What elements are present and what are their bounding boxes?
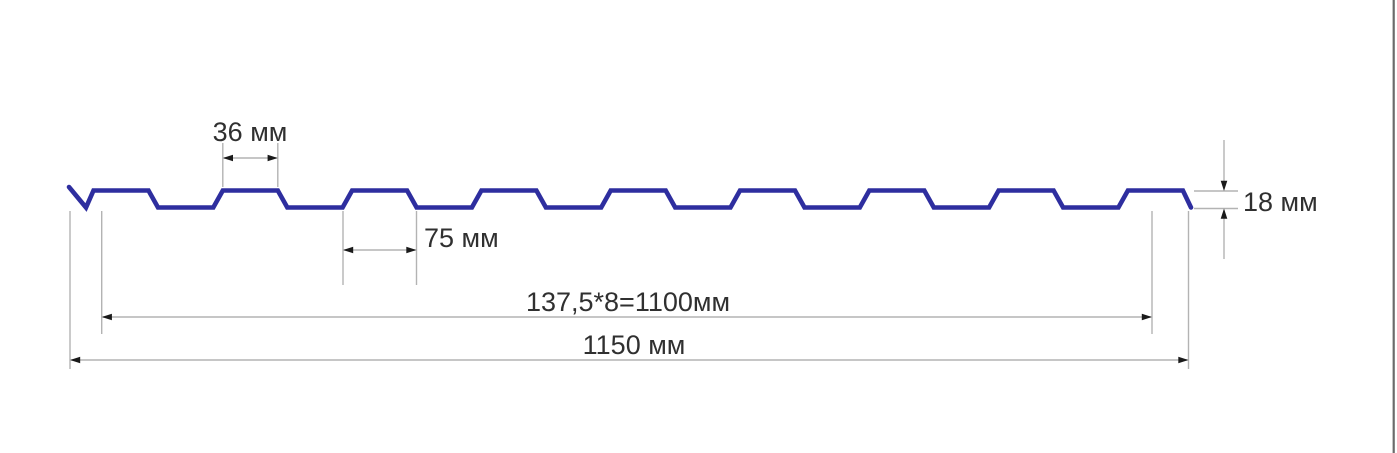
arrow-right-icon [1141,313,1152,321]
dim-label-working-width: 137,5*8=1100мм [526,287,730,317]
arrow-up-icon [1220,208,1228,219]
dim-label-rib-base-width: 75 мм [424,223,499,253]
arrow-left-icon [101,313,112,321]
dim-working-width: 137,5*8=1100мм [100,211,1153,334]
arrow-right-icon [1178,356,1189,364]
dim-profile-height: 18 мм [1194,140,1318,259]
dim-rib-base-width: 75 мм [342,211,499,285]
dim-overall-width: 1150 мм [69,211,1190,369]
sheet-profile-line [66,184,1194,212]
arrow-left-icon [222,154,233,162]
dim-label-overall-width: 1150 мм [583,330,686,360]
arrow-left-icon [70,356,81,364]
right-border-line [1392,0,1395,453]
arrow-right-icon [406,246,417,254]
arrow-left-icon [343,246,354,254]
dim-rib-top-width: 36 мм [213,117,288,187]
dim-label-profile-height: 18 мм [1243,187,1318,217]
dim-label-rib-top-width: 36 мм [213,117,288,147]
arrow-right-icon [267,154,278,162]
arrow-down-icon [1220,180,1228,191]
